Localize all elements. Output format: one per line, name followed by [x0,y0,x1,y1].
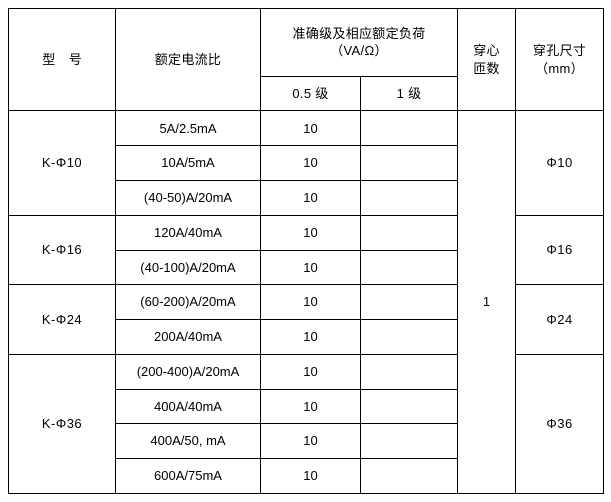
accuracy-group-unit: （VA/Ω） [330,43,388,59]
table-row: (40-50)A/20mA 10 [9,179,604,216]
cell-rated-current-ratio: 400A/40mA [115,388,261,425]
cell-load-grade-0-5: 10 [260,388,361,425]
table-row: 200A/40mA 10 [9,319,604,355]
cell-load-grade-1 [359,319,459,355]
column-header-accuracy-group: 准确级及相应额定负荷 （VA/Ω） [259,8,459,77]
cell-load-grade-0-5: 10 [260,353,361,390]
cell-rated-current-ratio: 600A/75mA [115,458,261,494]
column-header-grade-1: 1 级 [359,75,459,112]
cell-load-grade-0-5: 10 [260,145,361,181]
header-row-primary: 型 号额定电流比 准确级及相应额定负荷 （VA/Ω） 穿心 匝数 穿孔尺寸 （mm） [8,7,605,112]
table-row: K-Φ10 5A/2.5mA 10 1 Φ10 [8,110,605,494]
cell-load-grade-0-5: 10 [260,423,361,460]
spec-table-sheet: 型 号额定电流比 准确级及相应额定负荷 （VA/Ω） 穿心 匝数 穿孔尺寸 （mm） 0.5 … [8,7,605,495]
cell-rated-current-ratio: 10A/5mA [115,145,261,181]
cell-rated-current-ratio: 120A/40mA [115,214,261,251]
cell-load-grade-1 [359,249,459,286]
cell-load-grade-1 [359,214,459,251]
cell-model: K-Φ36 [8,353,116,495]
cell-model: K-Φ10 [8,110,116,216]
table-row: 400A/50, mA 10 [9,423,604,460]
cell-load-grade-0-5: 10 [260,110,361,147]
table-row: K-Φ36 (200-400)A/20mA 10 Φ36 [8,353,605,495]
cell-bore-size: Φ24 [515,284,605,355]
cell-through-turns: 1 [457,110,517,494]
cell-bore-size: Φ36 [515,353,605,495]
table-row: K-Φ16 120A/40mA 10 Φ16 [8,214,605,286]
cell-load-grade-1 [359,145,459,181]
cell-load-grade-1 [359,179,459,216]
cell-rated-current-ratio: (200-400)A/20mA [115,353,261,390]
cell-load-grade-1 [359,423,459,460]
transformer-spec-table: 型 号额定电流比 准确级及相应额定负荷 （VA/Ω） 穿心 匝数 穿孔尺寸 （mm） 0.5 … [8,7,605,495]
cell-bore-size: Φ10 [515,110,605,216]
column-header-through-turns: 穿心 匝数 [457,7,517,112]
cell-load-grade-1 [359,110,459,147]
table-row: 600A/75mA 10 [9,458,604,494]
accuracy-group-title: 准确级及相应额定负荷 [292,25,426,41]
through-turns-line-2: 匝数 [473,60,500,76]
bore-size-line-2: （mm） [535,60,584,76]
cell-load-grade-0-5: 10 [260,179,361,216]
cell-load-grade-1 [359,388,459,425]
cell-model: K-Φ24 [8,284,116,355]
cell-rated-current-ratio: (40-50)A/20mA [115,179,261,216]
table-row: (40-100)A/20mA 10 [9,249,604,286]
cell-load-grade-1 [359,353,459,390]
cell-load-grade-1 [359,458,459,494]
cell-bore-size: Φ16 [515,214,605,286]
through-turns-line-1: 穿心 [473,43,500,59]
column-header-rated-current-ratio: 额定电流比 [115,7,261,112]
cell-load-grade-0-5: 10 [260,249,361,286]
cell-rated-current-ratio: 400A/50, mA [115,423,261,460]
cell-rated-current-ratio: 200A/40mA [115,319,261,355]
cell-load-grade-0-5: 10 [260,319,361,355]
column-header-model: 型 号 [8,7,116,112]
table-row: 10A/5mA 10 [9,145,604,181]
cell-model: K-Φ16 [8,214,116,286]
cell-rated-current-ratio: 5A/2.5mA [115,110,261,147]
cell-rated-current-ratio: (60-200)A/20mA [115,284,261,321]
cell-load-grade-1 [359,284,459,321]
bore-size-line-1: 穿孔尺寸 [532,43,587,59]
cell-load-grade-0-5: 10 [260,214,361,251]
cell-load-grade-0-5: 10 [260,284,361,321]
column-header-grade-0-5: 0.5 级 [260,75,361,112]
column-header-bore-size: 穿孔尺寸 （mm） [515,7,605,112]
table-row: K-Φ24 (60-200)A/20mA 10 Φ24 [8,284,605,355]
cell-load-grade-0-5: 10 [260,458,361,494]
cell-rated-current-ratio: (40-100)A/20mA [115,249,261,286]
